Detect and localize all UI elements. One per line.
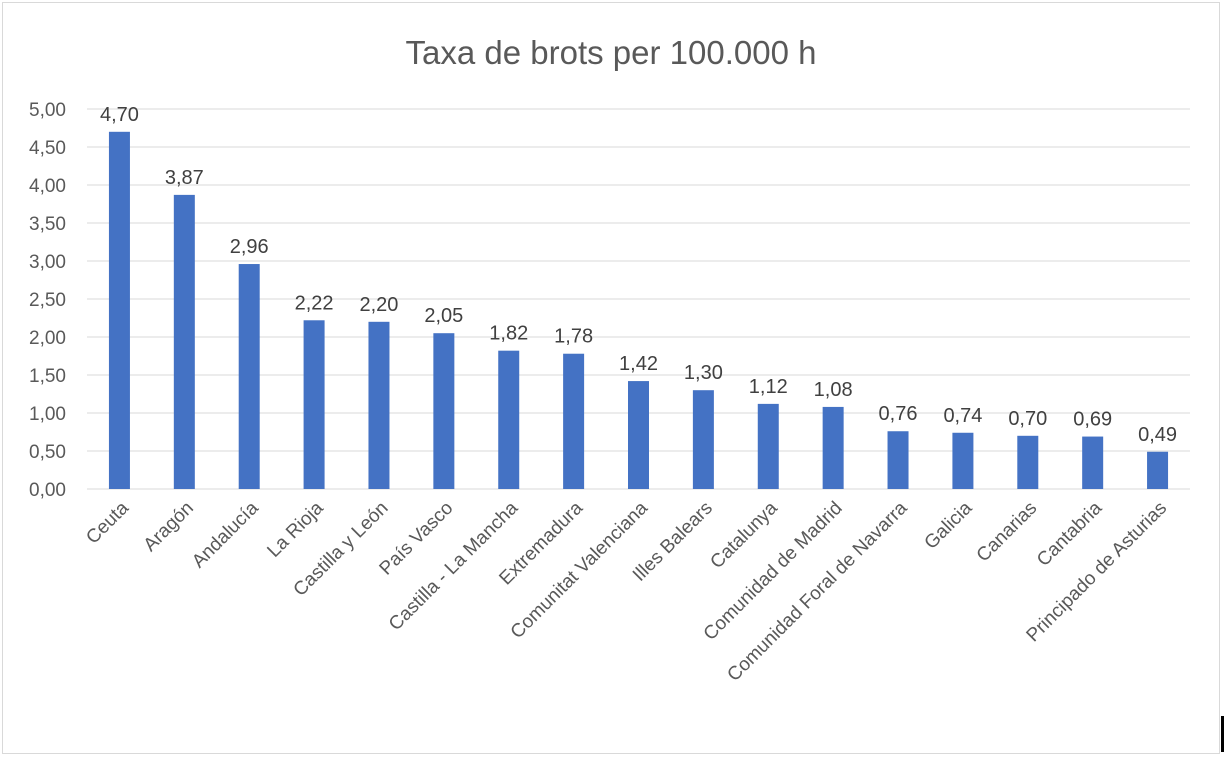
bar (433, 333, 455, 489)
y-tick-label: 4,50 (29, 138, 66, 159)
data-label: 4,70 (100, 104, 139, 126)
data-label: 0,76 (879, 403, 918, 425)
text-cursor (1221, 716, 1224, 752)
y-tick-label: 2,50 (29, 290, 66, 311)
x-tick-label: Ceuta (82, 497, 133, 548)
bar (1017, 435, 1039, 489)
y-tick-label: 4,00 (29, 176, 66, 197)
y-tick-label: 0,50 (29, 442, 66, 463)
bar (563, 353, 585, 489)
bar (887, 431, 909, 489)
x-tick-label: La Rioja (263, 497, 327, 561)
data-label: 1,08 (814, 379, 853, 401)
y-axis-ticks: 0,00 0,50 1,00 1,50 2,00 2,50 3,00 3,50 4,00 4,50… (29, 100, 66, 501)
data-label: 0,70 (1008, 408, 1047, 430)
bar (238, 264, 260, 489)
bar (952, 432, 974, 489)
data-label: 2,22 (295, 292, 334, 314)
y-tick-label: 1,50 (29, 366, 66, 387)
bar (1082, 436, 1104, 489)
x-tick-label: Andalucía (188, 497, 263, 572)
y-tick-label: 5,00 (29, 100, 66, 121)
data-labels: 4,70 3,87 2,96 2,22 2,20 2,05 1,82 1,78 1,42 1,30… (100, 104, 1177, 446)
bar (757, 403, 779, 489)
data-label: 1,30 (684, 362, 723, 384)
data-label: 1,42 (619, 353, 658, 375)
bar (822, 406, 844, 489)
x-tick-label: Castilla - La Mancha (385, 497, 523, 635)
data-label: 2,05 (424, 305, 463, 327)
y-tick-label: 1,00 (29, 404, 66, 425)
y-tick-label: 3,00 (29, 252, 66, 273)
data-label: 0,74 (943, 405, 982, 427)
y-tick-label: 0,00 (29, 480, 66, 501)
data-label: 2,20 (360, 294, 399, 316)
gridlines (87, 108, 1190, 490)
bar (108, 131, 130, 490)
bar (692, 390, 714, 489)
bar (303, 320, 325, 489)
y-tick-label: 3,50 (29, 214, 66, 235)
x-tick-label: Galicia (921, 497, 977, 553)
data-label: 1,12 (749, 376, 788, 398)
x-tick-label: Aragón (140, 498, 198, 556)
x-tick-label: Canarias (973, 498, 1042, 567)
data-label: 1,78 (554, 326, 593, 348)
data-label: 0,69 (1073, 409, 1112, 431)
data-label: 0,49 (1138, 424, 1177, 446)
data-label: 2,96 (230, 236, 269, 258)
bar (628, 381, 649, 489)
data-label: 3,87 (165, 167, 204, 189)
chart-title: Taxa de brots per 100.000 h (406, 34, 817, 71)
bar (173, 194, 195, 489)
bar (498, 350, 520, 489)
y-tick-label: 2,00 (29, 328, 66, 349)
data-label: 1,82 (489, 323, 528, 345)
bar (1147, 451, 1169, 489)
bar (368, 321, 390, 489)
bars (108, 131, 1169, 490)
